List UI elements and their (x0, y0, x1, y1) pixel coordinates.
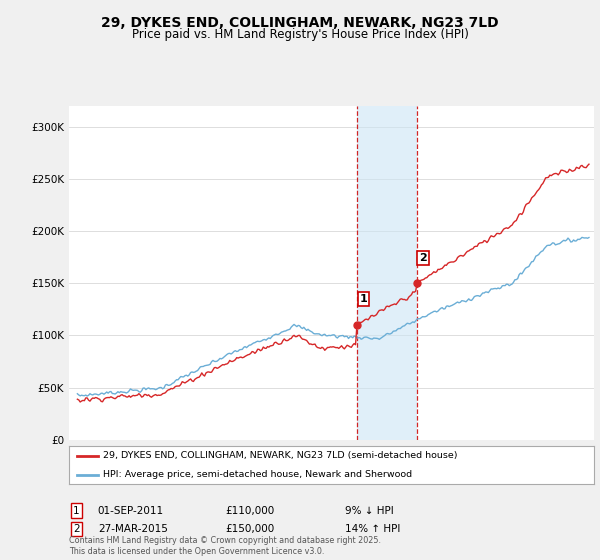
Text: 2: 2 (73, 524, 80, 534)
Text: Price paid vs. HM Land Registry's House Price Index (HPI): Price paid vs. HM Land Registry's House … (131, 28, 469, 41)
Text: 27-MAR-2015: 27-MAR-2015 (98, 524, 167, 534)
Text: £110,000: £110,000 (225, 506, 274, 516)
Text: 2: 2 (419, 253, 427, 263)
Text: 1: 1 (359, 294, 367, 304)
Text: 29, DYKES END, COLLINGHAM, NEWARK, NG23 7LD (semi-detached house): 29, DYKES END, COLLINGHAM, NEWARK, NG23 … (103, 451, 458, 460)
Text: 9% ↓ HPI: 9% ↓ HPI (345, 506, 394, 516)
Text: 1: 1 (73, 506, 80, 516)
Text: 29, DYKES END, COLLINGHAM, NEWARK, NG23 7LD: 29, DYKES END, COLLINGHAM, NEWARK, NG23 … (101, 16, 499, 30)
Text: 14% ↑ HPI: 14% ↑ HPI (345, 524, 400, 534)
Text: Contains HM Land Registry data © Crown copyright and database right 2025.
This d: Contains HM Land Registry data © Crown c… (69, 536, 381, 556)
Text: HPI: Average price, semi-detached house, Newark and Sherwood: HPI: Average price, semi-detached house,… (103, 470, 412, 479)
Text: £150,000: £150,000 (225, 524, 274, 534)
Bar (357, 106, 417, 440)
Text: 01-SEP-2011: 01-SEP-2011 (98, 506, 164, 516)
